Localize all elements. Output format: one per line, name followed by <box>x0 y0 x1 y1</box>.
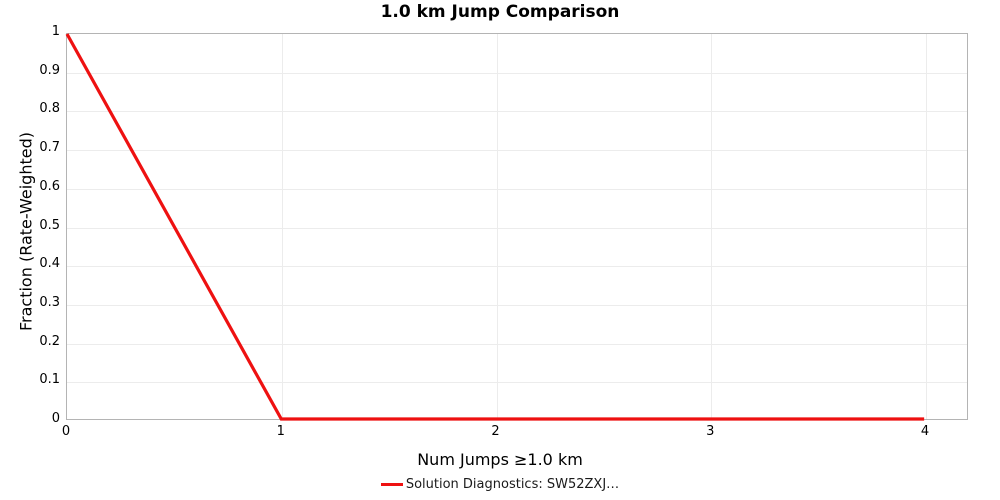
y-axis-tick-label: 0.4 <box>39 256 60 272</box>
y-axis-tick-label: 0 <box>51 411 60 426</box>
gridlines <box>67 34 967 419</box>
gridline-horizontal <box>67 150 967 151</box>
gridline-horizontal <box>67 189 967 190</box>
y-axis-tick-label: 0.8 <box>39 101 60 117</box>
legend-color-swatch <box>380 483 403 486</box>
y-axis-tick-label: 0.5 <box>39 217 60 233</box>
plot-area <box>66 33 968 420</box>
x-axis-tick-label: 0 <box>61 424 71 439</box>
y-axis-tick-label: 0.9 <box>39 62 60 78</box>
gridline-vertical <box>926 34 927 419</box>
y-axis-tick-label: 0.6 <box>39 178 60 194</box>
y-axis-tick-label: 1 <box>51 24 60 39</box>
y-axis-tick-label: 0.7 <box>39 140 60 156</box>
gridline-horizontal <box>67 111 967 112</box>
y-axis-tick-label: 0.1 <box>39 372 60 388</box>
x-axis-title: Num Jumps ≥1.0 km <box>417 450 583 469</box>
y-axis-title: Fraction (Rate-Weighted) <box>16 132 36 331</box>
x-axis-tick-label: 3 <box>706 424 715 439</box>
legend-label: Solution Diagnostics: SW52ZXJ… <box>405 477 620 492</box>
x-axis-tick-label: 1 <box>276 424 285 439</box>
gridline-vertical <box>497 34 498 419</box>
gridline-horizontal <box>67 382 967 383</box>
y-axis-tick-label: 0.3 <box>39 294 60 310</box>
y-axis-tick-label: 0.2 <box>39 333 60 349</box>
chart-legend: Solution Diagnostics: SW52ZXJ… <box>0 477 1000 492</box>
series-line <box>67 34 924 419</box>
chart-title: 1.0 km Jump Comparison <box>380 2 620 22</box>
gridline-vertical <box>711 34 712 419</box>
gridline-horizontal <box>67 305 967 306</box>
gridline-vertical <box>282 34 283 419</box>
series-layer <box>67 34 967 419</box>
x-axis-tick-label: 4 <box>920 424 930 439</box>
gridline-horizontal <box>67 73 967 74</box>
gridline-horizontal <box>67 344 967 345</box>
gridline-horizontal <box>67 266 967 267</box>
gridline-horizontal <box>67 228 967 229</box>
x-axis-tick-label: 2 <box>491 424 500 439</box>
legend-item[interactable]: Solution Diagnostics: SW52ZXJ… <box>380 477 620 492</box>
